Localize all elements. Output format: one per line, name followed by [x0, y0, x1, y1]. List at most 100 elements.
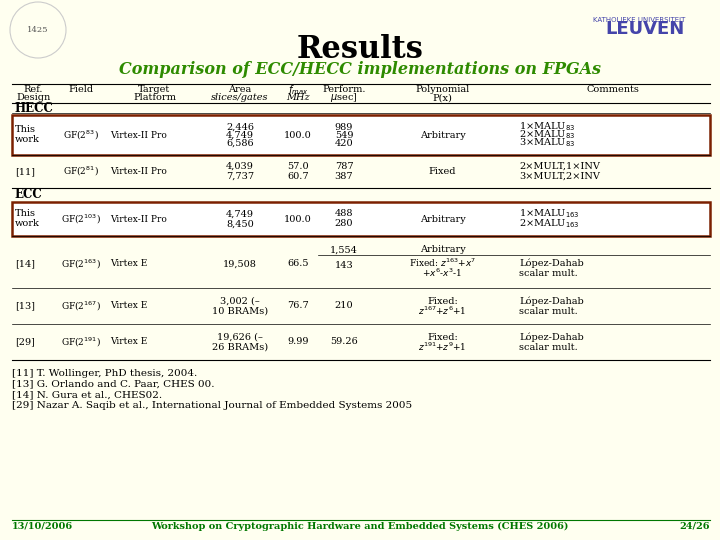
- Text: GF(2$^{167}$): GF(2$^{167}$): [61, 299, 101, 313]
- Text: 143: 143: [335, 260, 354, 269]
- Text: 76.7: 76.7: [287, 301, 309, 310]
- Text: 66.5: 66.5: [287, 260, 309, 268]
- Text: Fixed: $z^{163}$+$x^7$: Fixed: $z^{163}$+$x^7$: [409, 257, 476, 269]
- Text: [11]: [11]: [15, 167, 35, 176]
- Text: 2×MALU$_{163}$: 2×MALU$_{163}$: [519, 218, 580, 231]
- Text: work: work: [15, 136, 40, 145]
- Bar: [12, 202, 710, 236]
- Text: 4,749: 4,749: [226, 131, 254, 139]
- Text: 210: 210: [335, 301, 354, 310]
- Text: scalar mult.: scalar mult.: [519, 268, 577, 278]
- Text: 1×MALU$_{83}$: 1×MALU$_{83}$: [519, 120, 575, 133]
- Text: López-Dahab: López-Dahab: [519, 332, 584, 342]
- Text: 19,626 (–: 19,626 (–: [217, 333, 263, 341]
- Text: Platform: Platform: [133, 93, 176, 103]
- Text: Polynomial: Polynomial: [415, 85, 469, 94]
- Text: 488: 488: [335, 210, 354, 219]
- Text: 4,749: 4,749: [226, 210, 254, 219]
- Text: 3×MULT,2×INV: 3×MULT,2×INV: [519, 172, 600, 181]
- Text: López-Dahab: López-Dahab: [519, 296, 584, 306]
- Text: 13/10/2006: 13/10/2006: [12, 522, 73, 530]
- Text: This: This: [15, 210, 36, 219]
- Text: Comparison of ECC/HECC implementations on FPGAs: Comparison of ECC/HECC implementations o…: [119, 62, 601, 78]
- Text: Fixed:: Fixed:: [427, 296, 458, 306]
- Text: GF(2$^{103}$): GF(2$^{103}$): [61, 212, 101, 226]
- Text: Workshop on Cryptographic Hardware and Embedded Systems (CHES 2006): Workshop on Cryptographic Hardware and E…: [151, 522, 569, 531]
- Bar: [12, 115, 710, 155]
- Text: 10 BRAMs): 10 BRAMs): [212, 307, 268, 315]
- Text: scalar mult.: scalar mult.: [519, 307, 577, 315]
- Text: $z^{167}$+$z^6$+1: $z^{167}$+$z^6$+1: [418, 305, 467, 317]
- Text: 1,554: 1,554: [330, 246, 358, 254]
- Text: 1425: 1425: [27, 26, 49, 34]
- Text: KATHOLIEKE UNIVERSITEIT: KATHOLIEKE UNIVERSITEIT: [593, 17, 685, 23]
- Text: 100.0: 100.0: [284, 131, 312, 139]
- Text: 2×MALU$_{83}$: 2×MALU$_{83}$: [519, 129, 575, 141]
- Text: MHz: MHz: [286, 93, 310, 103]
- Text: +$x^6$-$x^3$-1: +$x^6$-$x^3$-1: [423, 267, 462, 279]
- Text: slices/gates: slices/gates: [211, 93, 269, 103]
- Text: LEUVEN: LEUVEN: [606, 20, 685, 38]
- Text: Virtex E: Virtex E: [110, 301, 148, 310]
- Text: 420: 420: [335, 138, 354, 147]
- Text: 787: 787: [335, 162, 354, 171]
- Text: López-Dahab: López-Dahab: [519, 258, 584, 268]
- Text: $\mu$sec]: $\mu$sec]: [330, 91, 358, 105]
- Text: scalar mult.: scalar mult.: [519, 342, 577, 352]
- Text: Target: Target: [138, 85, 171, 94]
- Text: 549: 549: [335, 131, 354, 139]
- Text: Virtex-II Pro: Virtex-II Pro: [110, 131, 167, 139]
- Text: Arbitrary: Arbitrary: [420, 214, 465, 224]
- Text: Virtex-II Pro: Virtex-II Pro: [110, 167, 167, 176]
- Text: [14] N. Gura et al., CHES02.: [14] N. Gura et al., CHES02.: [12, 390, 162, 400]
- Text: 1×MALU$_{163}$: 1×MALU$_{163}$: [519, 207, 580, 220]
- Text: 24/26: 24/26: [680, 522, 710, 530]
- Text: 57.0: 57.0: [287, 162, 309, 171]
- Text: 2×MULT,1×INV: 2×MULT,1×INV: [519, 162, 600, 171]
- Text: [13] G. Orlando and C. Paar, CHES 00.: [13] G. Orlando and C. Paar, CHES 00.: [12, 380, 215, 388]
- Text: $z^{191}$+$z^9$+1: $z^{191}$+$z^9$+1: [418, 341, 467, 353]
- Text: 8,450: 8,450: [226, 219, 254, 228]
- Text: 59.26: 59.26: [330, 338, 358, 347]
- Text: 26 BRAMs): 26 BRAMs): [212, 342, 268, 352]
- Text: 280: 280: [335, 219, 354, 228]
- Text: [14]: [14]: [15, 260, 35, 268]
- Text: GF(2$^{163}$): GF(2$^{163}$): [61, 258, 101, 271]
- Text: 3×MALU$_{83}$: 3×MALU$_{83}$: [519, 137, 575, 150]
- Text: 100.0: 100.0: [284, 214, 312, 224]
- Text: Fixed: Fixed: [428, 167, 456, 176]
- Text: Fixed:: Fixed:: [427, 333, 458, 341]
- Text: P(x): P(x): [433, 93, 452, 103]
- Text: 60.7: 60.7: [287, 172, 309, 181]
- Text: Comments: Comments: [586, 85, 639, 94]
- Text: GF(2$^{191}$): GF(2$^{191}$): [61, 335, 101, 349]
- Text: Virtex E: Virtex E: [110, 338, 148, 347]
- Text: Virtex E: Virtex E: [110, 260, 148, 268]
- Text: This: This: [15, 125, 36, 134]
- Text: Arbitrary: Arbitrary: [420, 131, 465, 139]
- Text: 9.99: 9.99: [287, 338, 309, 347]
- Text: 4,039: 4,039: [226, 162, 254, 171]
- Text: Design: Design: [17, 93, 50, 103]
- Text: 6,586: 6,586: [226, 138, 254, 147]
- Text: [11] T. Wollinger, PhD thesis, 2004.: [11] T. Wollinger, PhD thesis, 2004.: [12, 368, 197, 377]
- Text: HECC: HECC: [14, 102, 53, 114]
- Text: $f_{max}$: $f_{max}$: [288, 83, 308, 97]
- Text: GF(2$^{81}$): GF(2$^{81}$): [63, 165, 99, 178]
- Text: 3,002 (–: 3,002 (–: [220, 296, 260, 306]
- Text: Area: Area: [228, 85, 251, 94]
- Text: 387: 387: [335, 172, 354, 181]
- Text: work: work: [15, 219, 40, 228]
- Text: Results: Results: [297, 35, 423, 65]
- Text: Perform.: Perform.: [323, 85, 366, 94]
- Text: Field: Field: [68, 85, 94, 94]
- Text: [29] Nazar A. Saqib et al., International Journal of Embedded Systems 2005: [29] Nazar A. Saqib et al., Internationa…: [12, 402, 412, 410]
- Text: ECC: ECC: [14, 188, 42, 201]
- Text: Virtex-II Pro: Virtex-II Pro: [110, 214, 167, 224]
- Text: Arbitrary: Arbitrary: [420, 246, 465, 254]
- Text: 19,508: 19,508: [223, 260, 257, 268]
- Text: 989: 989: [335, 123, 354, 132]
- Text: Ref.: Ref.: [24, 85, 43, 94]
- Text: 2,446: 2,446: [226, 123, 254, 132]
- Text: GF(2$^{83}$): GF(2$^{83}$): [63, 129, 99, 141]
